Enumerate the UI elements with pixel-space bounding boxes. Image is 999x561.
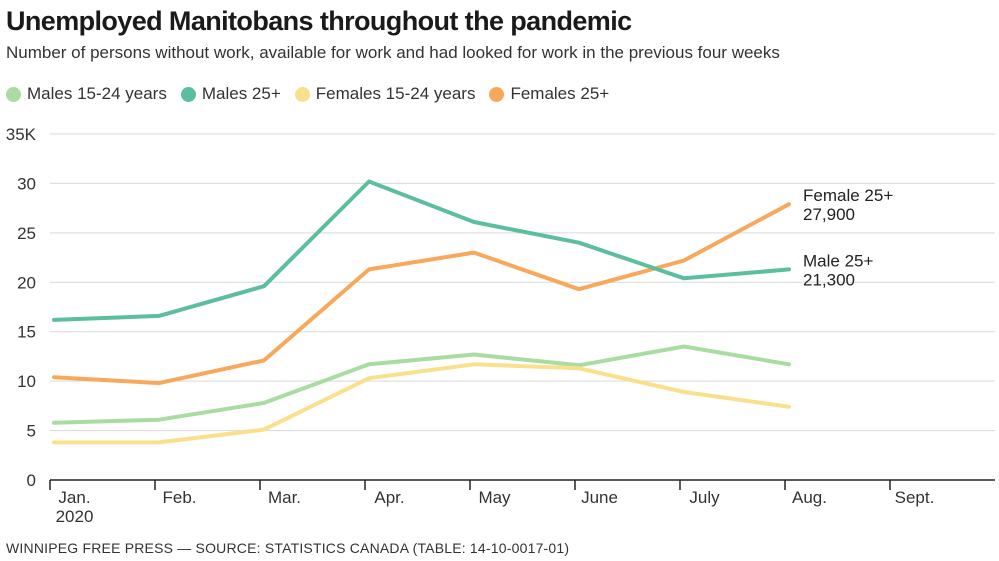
legend-item-females-15-24: Females 15-24 years [294,84,476,104]
x-tick-label: Jan. [58,488,90,507]
annotation-label-females-25: Female 25+ [803,186,893,205]
x-tick-label: Feb. [162,488,196,507]
y-tick-label: 0 [27,471,36,490]
y-tick-label: 15 [17,323,36,342]
x-tick-label: Aug. [792,488,827,507]
x-tick-label: June [581,488,618,507]
x-tick-label: Sept. [895,488,935,507]
source-credit: WINNIPEG FREE PRESS — SOURCE: STATISTICS… [6,540,570,556]
legend-swatch-females-15-24 [294,86,310,102]
annotation-label-males-25: Male 25+ [803,251,873,270]
y-tick-label: 10 [17,372,36,391]
annotation-value-males-25: 21,300 [803,270,855,289]
y-tick-label: 5 [27,422,36,441]
legend-item-males-15-24: Males 15-24 years [6,84,167,104]
legend: Males 15-24 years Males 25+ Females 15-2… [6,84,623,104]
x-year-label: 2020 [56,507,94,526]
y-tick-label: 25 [17,224,36,243]
legend-item-females-25: Females 25+ [489,84,609,104]
legend-swatch-females-25 [489,86,505,102]
chart-subtitle: Number of persons without work, availabl… [6,43,780,62]
chart-title: Unemployed Manitobans throughout the pan… [6,6,632,36]
y-tick-label: 20 [17,273,36,292]
y-tick-label: 30 [17,174,36,193]
y-tick-label: 35K [6,125,37,144]
x-tick-label: May [478,488,511,507]
legend-label-males-15-24: Males 15-24 years [27,84,167,103]
x-tick-label: Apr. [374,488,404,507]
legend-swatch-males-25 [180,86,196,102]
legend-label-females-25: Females 25+ [510,84,610,103]
series-line-males-15-24 [52,344,791,425]
x-tick-label: July [689,488,720,507]
series-line-males-25 [52,179,791,322]
series-line-females-15-24 [52,362,791,445]
x-tick-label: Mar. [268,488,301,507]
annotation-value-females-25: 27,900 [803,205,855,224]
legend-swatch-males-15-24 [6,86,21,102]
legend-label-males-25: Males 25+ [201,84,281,103]
legend-item-males-25: Males 25+ [180,84,281,104]
series-line-females-25 [52,202,791,386]
legend-label-females-15-24: Females 15-24 years [315,84,476,103]
